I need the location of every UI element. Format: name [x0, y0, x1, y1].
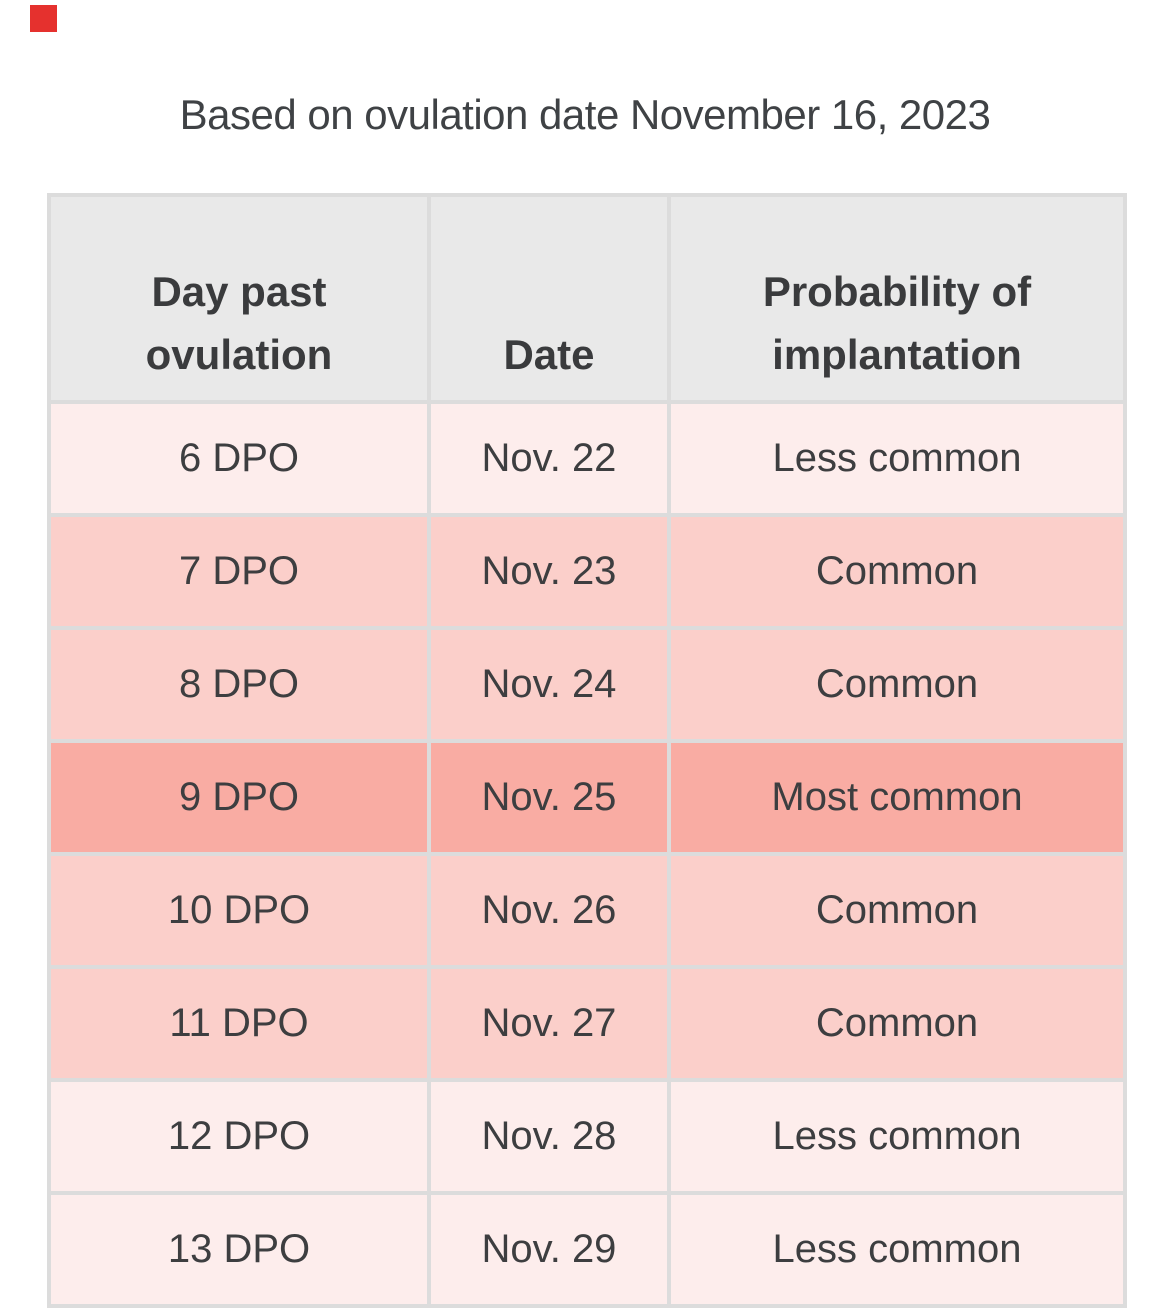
- cell-dpo: 12 DPO: [47, 1078, 431, 1195]
- table-row-7dpo: 7 DPO Nov. 23 Common: [47, 513, 1127, 630]
- cell-date: Nov. 29: [427, 1191, 671, 1308]
- cell-date: Nov. 27: [427, 965, 671, 1082]
- cell-dpo: 10 DPO: [47, 852, 431, 969]
- table-row-12dpo: 12 DPO Nov. 28 Less common: [47, 1078, 1127, 1195]
- cell-probability: Common: [667, 965, 1127, 1082]
- cell-dpo: 11 DPO: [47, 965, 431, 1082]
- cell-dpo: 9 DPO: [47, 739, 431, 856]
- cell-date: Nov. 22: [427, 400, 671, 517]
- cell-probability: Common: [667, 852, 1127, 969]
- cell-probability: Less common: [667, 1078, 1127, 1195]
- col-header-day-past-ovulation: Day past ovulation: [47, 193, 431, 404]
- cell-probability: Less common: [667, 400, 1127, 517]
- cell-probability: Less common: [667, 1191, 1127, 1308]
- table-row-8dpo: 8 DPO Nov. 24 Common: [47, 626, 1127, 743]
- col-header-date: Date: [427, 193, 671, 404]
- col-header-probability: Probability of implantation: [667, 193, 1127, 404]
- table-row-10dpo: 10 DPO Nov. 26 Common: [47, 852, 1127, 969]
- cell-dpo: 8 DPO: [47, 626, 431, 743]
- cell-probability: Common: [667, 626, 1127, 743]
- table-body: 6 DPO Nov. 22 Less common 7 DPO Nov. 23 …: [47, 400, 1127, 1308]
- table-caption: Based on ovulation date November 16, 202…: [179, 91, 991, 138]
- cell-dpo: 7 DPO: [47, 513, 431, 630]
- cell-date: Nov. 24: [427, 626, 671, 743]
- cell-date: Nov. 23: [427, 513, 671, 630]
- cell-probability: Most common: [667, 739, 1127, 856]
- cell-date: Nov. 26: [427, 852, 671, 969]
- table-row-11dpo: 11 DPO Nov. 27 Common: [47, 965, 1127, 1082]
- table-row-6dpo: 6 DPO Nov. 22 Less common: [47, 400, 1127, 517]
- cell-dpo: 13 DPO: [47, 1191, 431, 1308]
- cell-date: Nov. 28: [427, 1078, 671, 1195]
- table-header: Day past ovulation Date Probability of i…: [47, 193, 1127, 404]
- cell-dpo: 6 DPO: [47, 400, 431, 517]
- red-corner-marker: [30, 5, 57, 32]
- implantation-probability-table: Day past ovulation Date Probability of i…: [47, 193, 1127, 1308]
- table-row-9dpo: 9 DPO Nov. 25 Most common: [47, 739, 1127, 856]
- cell-date: Nov. 25: [427, 739, 671, 856]
- cell-probability: Common: [667, 513, 1127, 630]
- header-row: Day past ovulation Date Probability of i…: [47, 193, 1127, 404]
- table-row-13dpo: 13 DPO Nov. 29 Less common: [47, 1191, 1127, 1308]
